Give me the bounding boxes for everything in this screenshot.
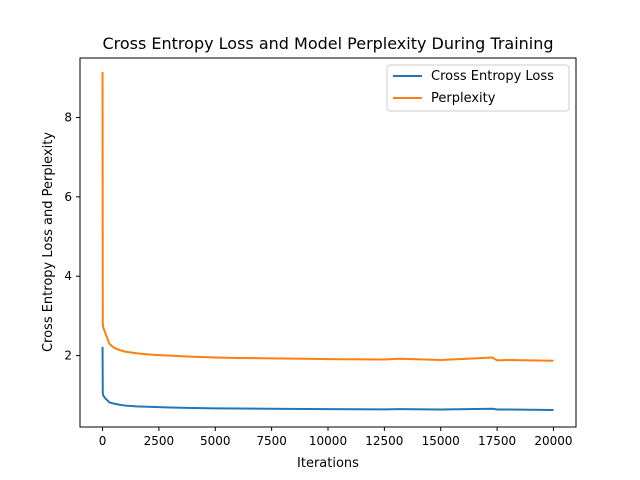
y-tick-label: 2 [64,349,72,363]
x-tick-label: 20000 [534,434,572,448]
series-line-perplexity [101,71,554,362]
x-tick-label: 7500 [256,434,287,448]
plot-series [101,71,554,411]
y-tick-label: 8 [64,111,72,125]
x-tick-label: 15000 [422,434,460,448]
y-axis-label: Cross Entropy Loss and Perplexity [41,132,56,352]
x-tick-label: 17500 [478,434,516,448]
legend-label-cross-entropy-loss: Cross Entropy Loss [431,69,554,84]
x-tick-label: 0 [99,434,107,448]
legend: Cross Entropy Loss Perplexity [386,64,570,112]
x-tick-label: 10000 [309,434,347,448]
legend-box [386,64,570,112]
y-tick-label: 6 [64,190,72,204]
legend-label-perplexity: Perplexity [431,91,496,106]
x-tick-label: 5000 [200,434,231,448]
y-tick-label: 4 [64,269,72,283]
plot-frame [79,57,577,428]
y-ticks: 2 4 6 8 [64,111,80,363]
x-ticks: 0 2500 5000 7500 10000 12500 15000 17500 20000 [99,427,573,448]
chart-title: Cross Entropy Loss and Model Perplexity … [102,34,553,53]
series-line-cross-entropy-loss [101,346,554,411]
x-axis-label: Iterations [297,456,359,471]
x-tick-label: 12500 [365,434,403,448]
x-tick-label: 2500 [144,434,175,448]
